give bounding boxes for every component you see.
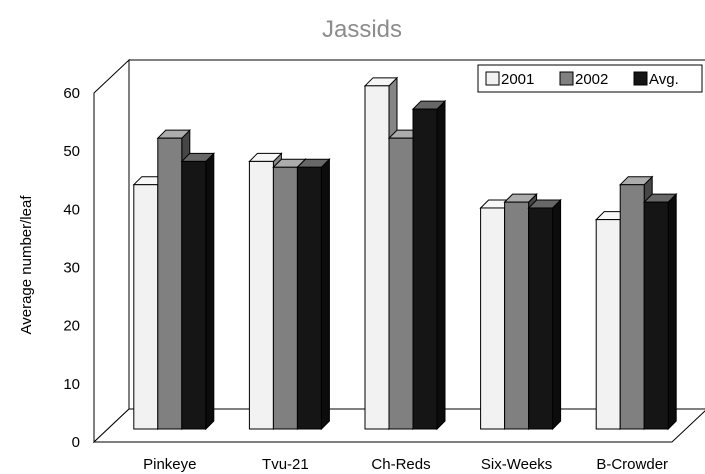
bar-front xyxy=(388,137,414,430)
bar xyxy=(411,99,447,431)
bar-front xyxy=(480,207,506,430)
bar xyxy=(527,198,562,431)
y-tick-label: 30 xyxy=(63,260,80,277)
bar-front xyxy=(643,201,669,430)
x-tick-label: Pinkeye xyxy=(143,456,196,473)
bar-front xyxy=(157,137,183,430)
x-tick-label: Tvu-21 xyxy=(262,456,309,473)
bar xyxy=(642,192,678,431)
left-wall xyxy=(93,58,130,444)
legend-swatch xyxy=(559,71,574,86)
bar-side xyxy=(436,99,446,431)
bar-front xyxy=(619,184,645,430)
bar-front xyxy=(272,166,298,430)
y-tick-label: 50 xyxy=(63,143,80,160)
y-tick-label: 20 xyxy=(63,318,80,335)
legend-label: 2001 xyxy=(501,71,534,88)
bar xyxy=(180,152,216,431)
y-tick-label: 60 xyxy=(63,85,80,102)
bar xyxy=(387,128,423,431)
x-axis-categories: Pinkeye Tvu-21 Ch-Reds Six-Weeks B-Crowder xyxy=(143,456,668,473)
bar-front xyxy=(504,201,530,430)
bar-front xyxy=(595,219,621,430)
chart-title: Jassids xyxy=(322,16,402,43)
bar-front xyxy=(364,85,390,430)
legend-box xyxy=(477,64,703,93)
bar-side xyxy=(552,198,562,431)
bar-front xyxy=(412,108,438,430)
y-tick-label: 10 xyxy=(63,376,80,393)
bar-front xyxy=(296,166,322,430)
bar-side xyxy=(320,158,330,431)
legend: 2001 2002 Avg. xyxy=(477,64,703,93)
bar-front xyxy=(181,160,207,430)
x-tick-label: B-Crowder xyxy=(596,456,668,473)
legend-label: Avg. xyxy=(649,71,679,88)
y-tick-label: 40 xyxy=(63,201,80,218)
y-axis-label: Average number/leaf xyxy=(18,195,35,335)
bar-side xyxy=(205,152,215,431)
y-tick-label: 0 xyxy=(72,434,80,451)
bar xyxy=(296,158,331,431)
legend-swatch xyxy=(485,71,500,86)
bar-series xyxy=(132,76,678,431)
legend-swatch xyxy=(633,71,648,86)
bar-front xyxy=(528,207,554,430)
bar-front xyxy=(133,184,159,430)
x-tick-label: Ch-Reds xyxy=(371,456,430,473)
legend-label: 2002 xyxy=(575,71,608,88)
x-tick-label: Six-Weeks xyxy=(481,456,552,473)
bar-front xyxy=(248,160,274,430)
bar-side xyxy=(667,192,677,431)
y-axis-ticks: 0 10 20 30 40 50 60 xyxy=(63,85,80,451)
